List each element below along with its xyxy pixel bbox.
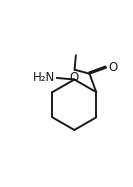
Text: H₂N: H₂N [33, 71, 55, 85]
Text: O: O [69, 71, 79, 84]
Text: O: O [108, 61, 117, 74]
